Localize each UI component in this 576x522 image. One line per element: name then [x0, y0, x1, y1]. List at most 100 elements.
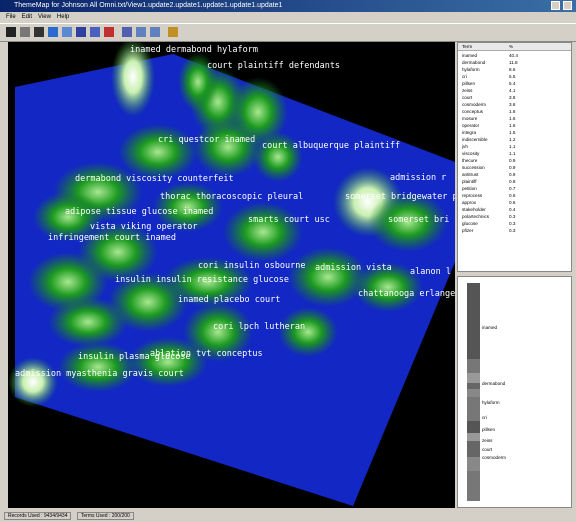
theme-map-view[interactable]: inamed dermabond hylaform court plaintiff…: [8, 37, 478, 508]
window-title: ThemeMap for Johnson All Omni.txt/View1.…: [14, 2, 283, 9]
map-label[interactable]: smarts court usc: [248, 215, 330, 225]
maximize-button[interactable]: [551, 1, 560, 10]
term-cell: antitrust: [462, 172, 479, 177]
percent-cell: 0.7: [509, 186, 516, 191]
percent-cell: 3.6: [509, 102, 516, 107]
term-cell: conceptus: [462, 109, 483, 114]
table-row[interactable]: reprocess 0.6: [458, 192, 571, 199]
table-row[interactable]: antitrust 0.9: [458, 171, 571, 178]
map-label[interactable]: inamed placebo court: [178, 295, 280, 305]
term-cell: viscosity: [462, 151, 480, 156]
table-row[interactable]: zeiss 4.1: [458, 87, 571, 94]
table-row[interactable]: dermabond 11.8: [458, 59, 571, 66]
percent-cell: 40.4: [509, 53, 518, 58]
term-histogram: inamed dermabond hylaform cri pillsen zeiss co…: [457, 276, 572, 508]
table-row[interactable]: jvh 1.1: [458, 143, 571, 150]
zoom-tool[interactable]: [48, 27, 58, 37]
color-tool[interactable]: [104, 27, 114, 37]
map-label[interactable]: court plaintiff defendants: [207, 61, 340, 71]
table-row[interactable]: viscosity 1.1: [458, 150, 571, 157]
select-tool[interactable]: [6, 27, 16, 37]
map-label[interactable]: cori insulin osbourne: [198, 261, 305, 271]
table-row[interactable]: hylaform 8.5: [458, 66, 571, 73]
percent-cell: 0.6: [509, 193, 516, 198]
hand-tool[interactable]: [20, 27, 30, 37]
percent-cell: 4.1: [509, 88, 516, 93]
table-row[interactable]: approx 0.6: [458, 199, 571, 206]
map-label[interactable]: infringement court inamed: [48, 233, 176, 243]
term-cell: thecure: [462, 158, 478, 163]
map-label[interactable]: inamed dermabond hylaform: [130, 45, 258, 55]
map-label[interactable]: cri questcor inamed: [158, 135, 255, 145]
map-label[interactable]: dermabond viscosity counterfeit: [75, 174, 234, 184]
table-row[interactable]: plaintiff 0.8: [458, 178, 571, 185]
table-row[interactable]: pillsen 5.4: [458, 80, 571, 87]
terrain-canvas: inamed dermabond hylaform court plaintiff…: [8, 37, 478, 506]
table-row[interactable]: court 3.8: [458, 94, 571, 101]
close-button[interactable]: [563, 1, 572, 10]
menu-item[interactable]: Help: [56, 14, 70, 20]
table-row[interactable]: cosmoderm 3.6: [458, 101, 571, 108]
menu-item[interactable]: Edit: [21, 14, 33, 20]
table-row[interactable]: pfizer 0.3: [458, 227, 571, 234]
records-used: Records Used : 9434/9434: [4, 512, 72, 520]
percent-cell: 11.8: [509, 60, 518, 65]
map-label[interactable]: admission vista: [315, 263, 392, 273]
refresh-tool[interactable]: [122, 27, 132, 37]
percent-cell: 1.6: [509, 123, 516, 128]
histogram-label: dermabond: [482, 381, 506, 386]
percent-cell: 0.6: [509, 200, 516, 205]
rotate-tool[interactable]: [62, 27, 72, 37]
map-label[interactable]: admission r: [390, 173, 446, 183]
table-row[interactable]: cri 5.5: [458, 73, 571, 80]
map-label[interactable]: somerset bridgewater plain: [345, 192, 478, 202]
hill: [28, 252, 108, 312]
map-label[interactable]: admission myasthenia gravis court: [15, 369, 184, 379]
term-cell: plaintiff: [462, 179, 477, 184]
map-label[interactable]: chattanooga erlange: [358, 289, 455, 299]
map-label[interactable]: alanon l: [410, 267, 451, 277]
back-button[interactable]: [136, 27, 146, 37]
map-label[interactable]: cori lpch lutheran: [213, 322, 305, 332]
table-row[interactable]: glucose 0.3: [458, 220, 571, 227]
histogram-segment: [467, 457, 480, 471]
hill: [278, 307, 338, 357]
menu-item[interactable]: File: [6, 14, 16, 20]
grid-tool[interactable]: [90, 27, 100, 37]
forward-button[interactable]: [150, 27, 160, 37]
table-row[interactable]: indiscernible 1.2: [458, 136, 571, 143]
term-cell: cosmoderm: [462, 102, 486, 107]
table-row[interactable]: succession 0.9: [458, 164, 571, 171]
hill: [58, 342, 138, 392]
term-cell: stakeholder: [462, 207, 486, 212]
table-row[interactable]: operator 1.6: [458, 122, 571, 129]
table-row[interactable]: mosure 1.6: [458, 115, 571, 122]
table-row[interactable]: polartechnics 0.3: [458, 213, 571, 220]
table-row[interactable]: thecure 0.9: [458, 157, 571, 164]
map-label[interactable]: insulin insulin resistance glucose: [115, 275, 289, 285]
map-label[interactable]: adipose tissue glucose inamed: [65, 207, 213, 217]
map-label[interactable]: somerset bri: [388, 215, 449, 225]
map-label[interactable]: thorac thoracoscopic pleural: [160, 192, 303, 202]
map-label[interactable]: insulin plasma glucose: [78, 352, 191, 362]
term-cell: approx: [462, 200, 477, 205]
map-label[interactable]: ablation tvt conceptus: [150, 349, 263, 359]
map-label[interactable]: court albuquerque plaintiff: [262, 141, 400, 151]
probe-tool[interactable]: [168, 27, 178, 37]
term-cell: cri: [462, 74, 467, 79]
table-row[interactable]: petition 0.7: [458, 185, 571, 192]
table-row[interactable]: stakeholder 0.4: [458, 206, 571, 213]
move-tool[interactable]: [34, 27, 44, 37]
table-row[interactable]: inamed 40.4: [458, 52, 571, 59]
view-tool[interactable]: [76, 27, 86, 37]
table-row[interactable]: conceptus 1.6: [458, 108, 571, 115]
percent-cell: 1.6: [509, 116, 516, 121]
histogram-segment: [467, 373, 480, 383]
menu-item[interactable]: View: [38, 14, 51, 20]
map-label[interactable]: vista viking operator: [90, 222, 197, 232]
histogram-label: cosmoderm: [482, 455, 506, 460]
table-row[interactable]: integra 1.5: [458, 129, 571, 136]
percent-cell: 0.8: [509, 179, 516, 184]
term-cell: zeiss: [462, 88, 473, 93]
percent-cell: 0.3: [509, 221, 516, 226]
